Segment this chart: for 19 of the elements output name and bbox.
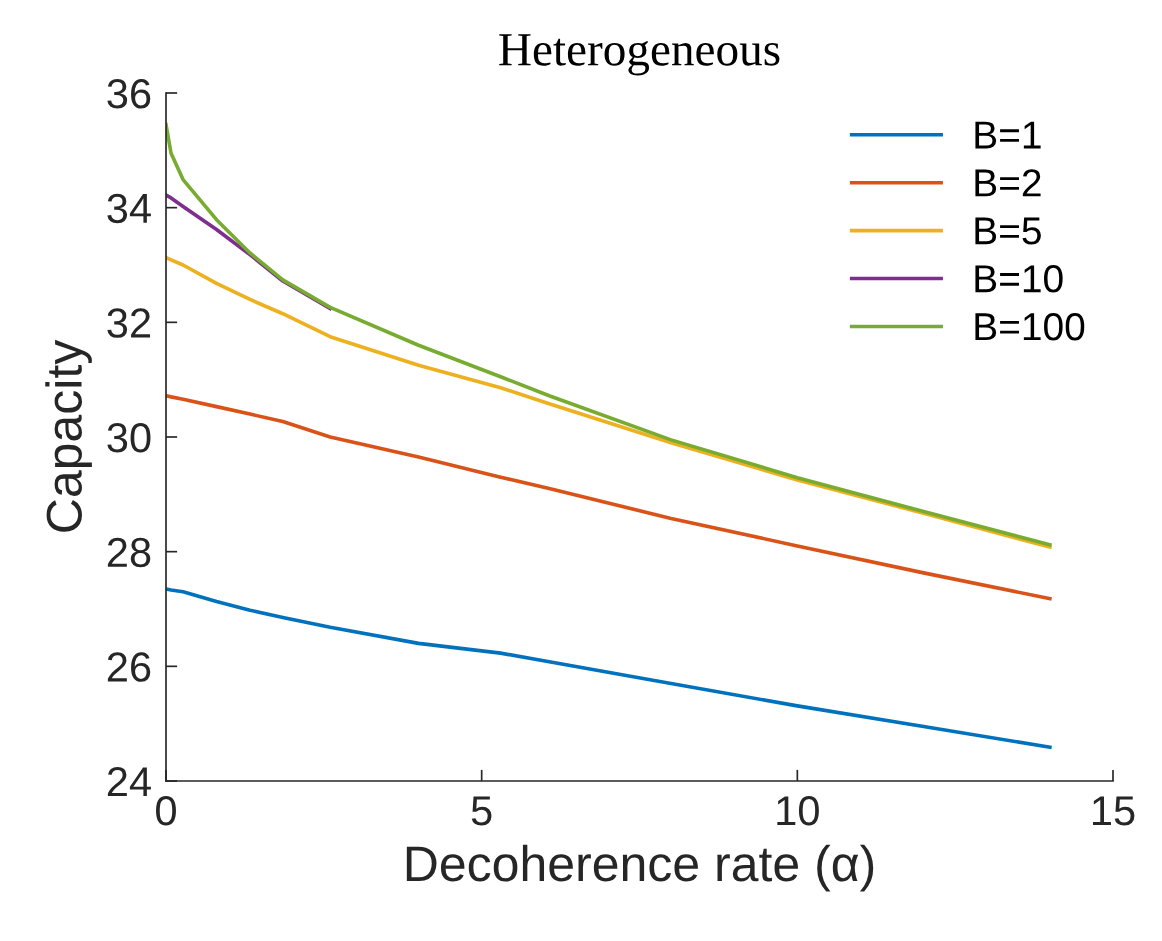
x-tick-label: 5: [471, 796, 492, 826]
legend-label: B=1: [975, 121, 1041, 149]
y-tick-label: 26: [107, 652, 151, 682]
y-tick-label: 32: [107, 308, 151, 338]
chart-title: Heterogeneous: [499, 34, 780, 76]
y-tick-label: 30: [107, 423, 151, 453]
legend-label: B=100: [975, 312, 1085, 341]
legend-label: B=10: [975, 265, 1063, 293]
y-tick-label: 24: [107, 767, 151, 797]
x-tick-label: 0: [156, 795, 176, 826]
y-axis-title: Capacity: [45, 339, 92, 532]
legend-label: B=5: [975, 217, 1041, 245]
y-tick-label: 34: [107, 193, 151, 224]
x-tick-label: 10: [777, 795, 819, 826]
x-tick-label: 15: [1093, 796, 1135, 826]
y-tick-label: 36: [107, 79, 151, 109]
x-axis-title: Decoherence rate (α): [406, 844, 874, 892]
y-tick-label: 28: [107, 537, 151, 568]
legend-label: B=2: [975, 169, 1041, 197]
